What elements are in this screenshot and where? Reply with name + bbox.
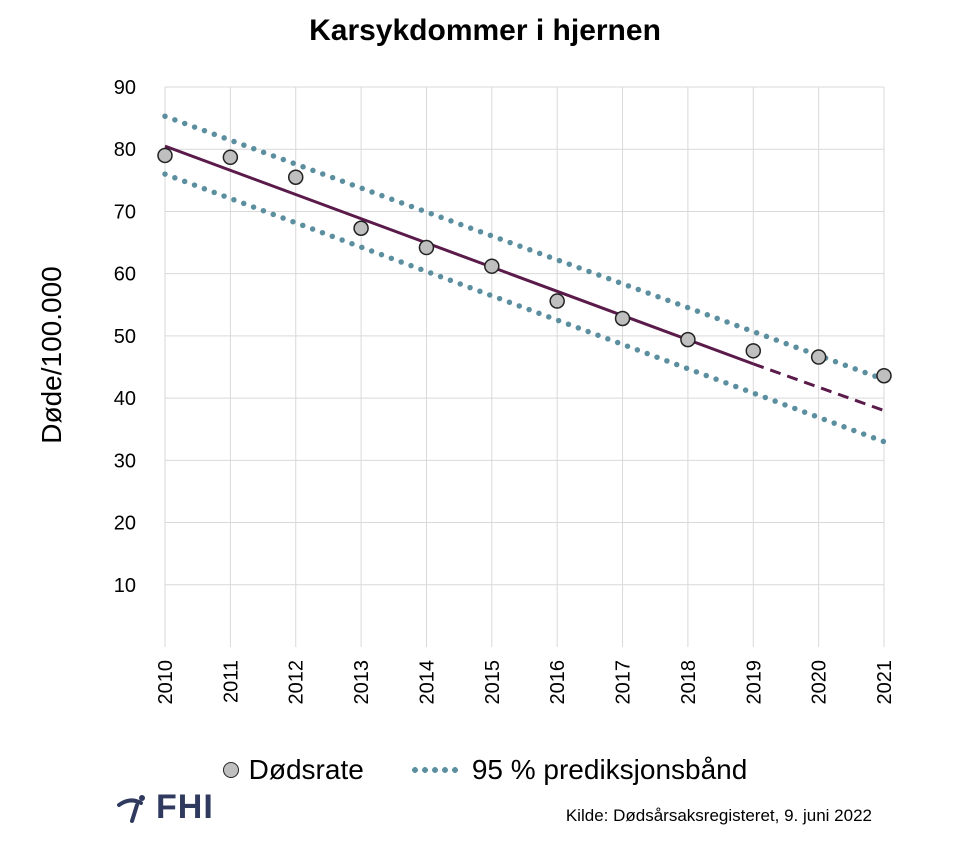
- data-point-2016: [549, 293, 565, 309]
- legend-marker-points: [222, 762, 239, 778]
- y-tick-label-50: 50: [114, 326, 136, 348]
- y-tick-label-30: 30: [114, 450, 136, 472]
- x-tick-label-2020: 2020: [809, 660, 831, 705]
- fhi-logo-text: FHI: [156, 788, 214, 826]
- fhi-logo-icon: [117, 794, 145, 823]
- data-point-2010: [157, 147, 173, 164]
- y-tick-label-90: 90: [114, 77, 136, 99]
- source-note: Kilde: Dødsårsaksregisteret, 9. juni 202…: [565, 806, 872, 825]
- grid-lines: [164, 86, 885, 647]
- data-point-2011: [222, 149, 239, 166]
- data-point-2018: [680, 331, 696, 348]
- band-lower-line: [162, 171, 887, 445]
- data-point-2013: [353, 220, 369, 236]
- x-tick-label-2018: 2018: [678, 660, 700, 705]
- data-point-2015: [484, 258, 500, 274]
- band-upper-line: [162, 113, 887, 383]
- x-tick-label-2013: 2013: [351, 660, 373, 705]
- data-point-2020: [810, 349, 827, 365]
- x-tick-label-2014: 2014: [416, 660, 438, 705]
- fhi-logo: FHI: [116, 788, 214, 827]
- data-point-2014: [418, 239, 435, 256]
- x-tick-label-2012: 2012: [286, 660, 308, 705]
- trend-line-dashed: [752, 362, 885, 412]
- x-tick-label-2015: 2015: [482, 660, 504, 705]
- data-point-2021: [876, 367, 892, 384]
- x-tick-label-2021: 2021: [874, 660, 896, 705]
- data-point-2012: [287, 169, 304, 185]
- trend-line: [164, 144, 885, 412]
- data-point-2019: [745, 343, 762, 359]
- y-tick-label-20: 20: [114, 513, 136, 535]
- legend-label-band: 95 % prediksjonsbånd: [471, 754, 748, 785]
- x-tick-label-2017: 2017: [613, 660, 635, 705]
- y-tick-labels: 10 20 30 40 50 60 70 80 90: [114, 77, 136, 597]
- legend-marker-band: [409, 766, 462, 774]
- data-points: [157, 147, 892, 384]
- x-tick-label-2016: 2016: [547, 660, 569, 705]
- prediction-band: [162, 113, 887, 445]
- legend: Dødsrate 95 % prediksjonsbånd: [0, 754, 970, 786]
- legend-item-band: 95 % prediksjonsbånd: [409, 754, 748, 786]
- trend-line-solid: [164, 144, 754, 366]
- y-tick-label-40: 40: [114, 388, 136, 410]
- x-tick-label-2011: 2011: [220, 660, 242, 703]
- y-tick-label-70: 70: [114, 201, 136, 223]
- y-tick-label-10: 10: [114, 575, 136, 597]
- y-tick-label-80: 80: [114, 139, 136, 161]
- legend-item-points: Dødsrate: [222, 754, 364, 786]
- legend-label-points: Dødsrate: [248, 754, 364, 785]
- y-tick-label-60: 60: [114, 264, 136, 286]
- x-tick-labels: 2010 2011 2012 2013 2014 2015 2016 2017 2018 2019…: [155, 660, 896, 705]
- x-tick-label-2010: 2010: [155, 660, 177, 705]
- x-tick-label-2019: 2019: [743, 660, 765, 705]
- chart-title: Karsykdommer i hjernen: [309, 14, 661, 47]
- data-point-2017: [614, 310, 631, 327]
